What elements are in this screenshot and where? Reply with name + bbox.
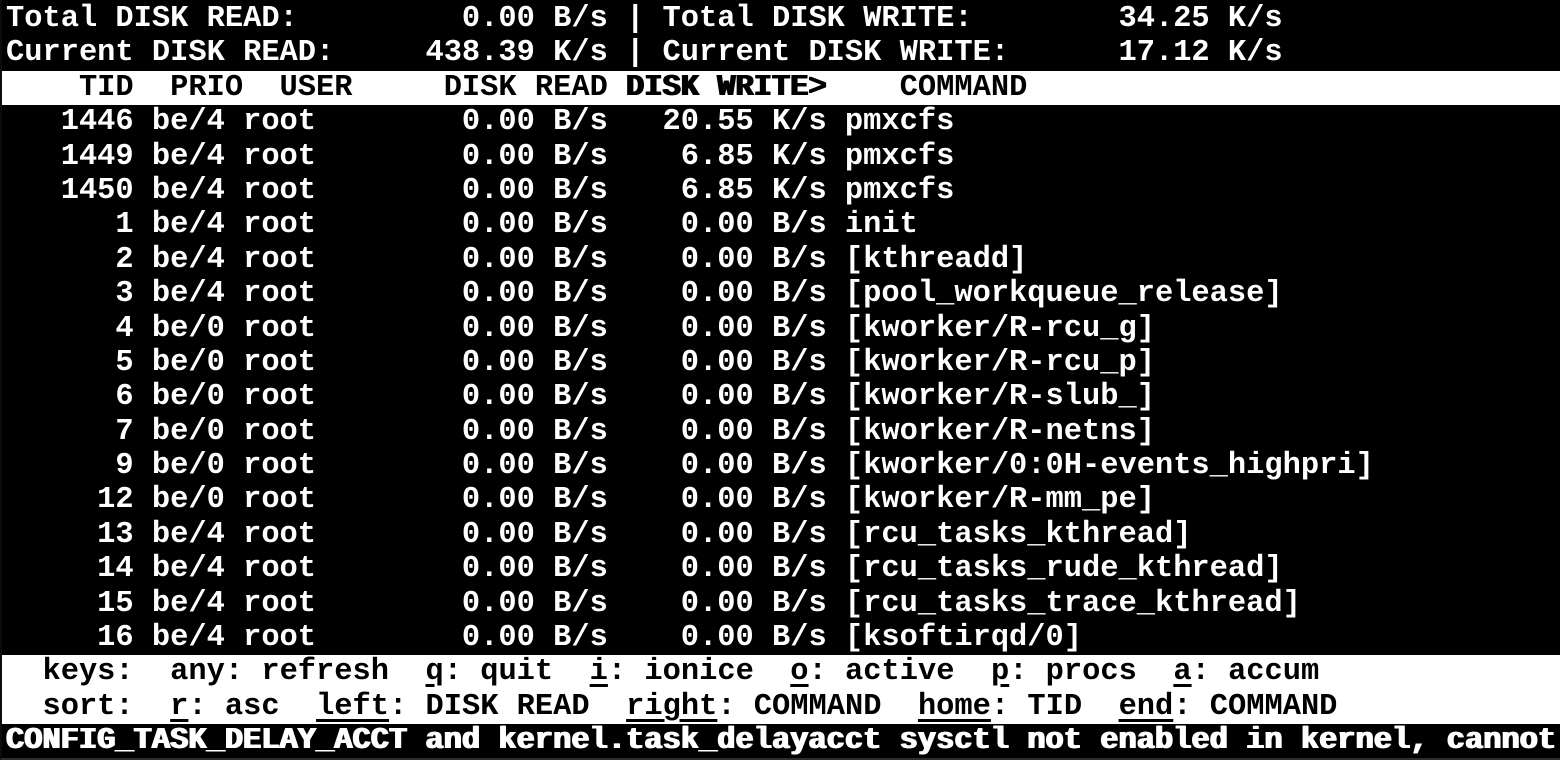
process-row: 1449 be/4 root 0.00 B/s 6.85 K/s pmxcfs <box>6 139 955 174</box>
key-hint-right: right <box>626 689 718 724</box>
process-row: 14 be/4 root 0.00 B/s 0.00 B/s [rcu_task… <box>6 552 1283 587</box>
process-row: 3 be/4 root 0.00 B/s 0.00 B/s [pool_work… <box>6 277 1283 312</box>
key-hint-end: end <box>1118 689 1174 724</box>
process-row: 12 be/0 root 0.00 B/s 0.00 B/s [kworker/… <box>6 483 1155 518</box>
key-hint-q: q <box>425 655 444 690</box>
key-hint-home: home <box>917 689 991 724</box>
process-table: 1446 be/4 root 0.00 B/s 20.55 K/s pmxcfs… <box>2 105 1560 655</box>
key-hint-r: r <box>170 689 189 724</box>
process-row: 13 be/4 root 0.00 B/s 0.00 B/s [rcu_task… <box>6 517 1192 552</box>
process-row: 16 be/4 root 0.00 B/s 0.00 B/s [ksoftirq… <box>6 621 1083 656</box>
summary-total-line: Total DISK READ: 0.00 B/s | Total DISK W… <box>6 2 1283 36</box>
key-hint-a: a <box>1173 655 1192 690</box>
table-header-row: TID PRIO USER DISK READ DISK WRITE> COMM… <box>2 70 1560 106</box>
key-hint-p: p <box>990 655 1010 690</box>
status-message: CONFIG_TASK_DELAY_ACCT and kernel.task_d… <box>6 724 1557 759</box>
process-row: 15 be/4 root 0.00 B/s 0.00 B/s [rcu_task… <box>6 586 1301 621</box>
process-row: 9 be/0 root 0.00 B/s 0.00 B/s [kworker/0… <box>6 449 1374 484</box>
help-sort-line: sort: r: asc left: DISK READ right: COMM… <box>2 689 1560 725</box>
process-row: 1446 be/4 root 0.00 B/s 20.55 K/s pmxcfs <box>6 105 955 140</box>
process-row: 1 be/4 root 0.00 B/s 0.00 B/s init <box>6 208 918 243</box>
process-row: 4 be/0 root 0.00 B/s 0.00 B/s [kworker/R… <box>6 311 1155 346</box>
process-row: 2 be/4 root 0.00 B/s 0.00 B/s [kthreadd] <box>6 242 1028 277</box>
sort-column-header: DISK WRITE> <box>626 70 827 105</box>
summary-current-line: Current DISK READ: 438.39 K/s | Current … <box>6 36 1283 71</box>
help-keys-line: keys: any: refresh q: quit i: ionice o: … <box>2 655 1560 690</box>
key-hint-i: i <box>589 655 608 690</box>
key-hint-left: left <box>316 689 390 724</box>
process-row: 6 be/0 root 0.00 B/s 0.00 B/s [kworker/R… <box>6 380 1155 415</box>
key-hint-o: o <box>790 655 809 690</box>
process-row: 5 be/0 root 0.00 B/s 0.00 B/s [kworker/R… <box>6 345 1155 380</box>
process-row: 1450 be/4 root 0.00 B/s 6.85 K/s pmxcfs <box>6 173 955 208</box>
process-row: 7 be/0 root 0.00 B/s 0.00 B/s [kworker/R… <box>6 414 1155 449</box>
